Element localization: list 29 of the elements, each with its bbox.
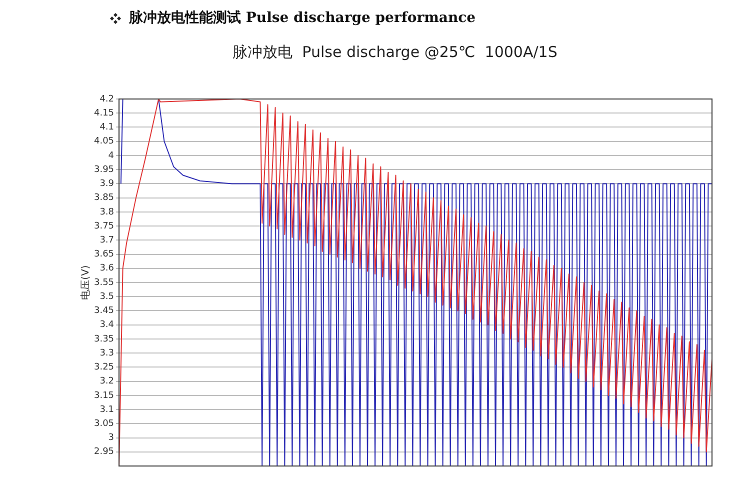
chart-subtitle: 脉冲放电 Pulse discharge @25℃ 1000A/1S [232, 43, 558, 62]
y-tick-label: 3.15 [94, 390, 114, 401]
y-tick-label: 3.2 [100, 376, 114, 387]
chart-title: 脉冲放电性能测试 Pulse discharge performance [129, 9, 476, 27]
y-tick-label: 3.55 [94, 278, 114, 288]
y-tick-label: 3.5 [100, 292, 114, 302]
y-tick-label: 4.2 [100, 94, 114, 104]
y-tick-label: 3.05 [94, 419, 114, 429]
y-tick-label: 3.8 [100, 207, 114, 218]
y-tick-label: 2.95 [94, 447, 114, 458]
y-tick-label: 3.25 [94, 362, 114, 373]
y-tick-label: 4.05 [94, 136, 114, 147]
y-tick-label: 3.45 [94, 306, 114, 316]
y-axis-title: 电压(V) [80, 265, 92, 300]
y-tick-label: 3.35 [94, 334, 114, 344]
y-tick-label: 3.95 [94, 164, 114, 175]
y-tick-label: 3.85 [94, 193, 114, 204]
y-tick-label: 4.1 [100, 122, 114, 133]
y-tick-label: 3.9 [100, 179, 114, 190]
y-tick-label: 3.4 [100, 320, 114, 330]
y-tick-label: 3.6 [100, 264, 114, 274]
y-tick-label: 3.75 [94, 221, 114, 232]
y-tick-label: 4 [108, 150, 114, 161]
y-tick-label: 3 [108, 433, 114, 444]
y-tick-label: 3.3 [100, 348, 114, 358]
y-tick-label: 4.15 [94, 108, 114, 118]
y-tick-label: 3.7 [100, 236, 114, 246]
y-tick-label: 3.1 [100, 404, 114, 415]
y-tick-label: 3.65 [94, 250, 114, 260]
